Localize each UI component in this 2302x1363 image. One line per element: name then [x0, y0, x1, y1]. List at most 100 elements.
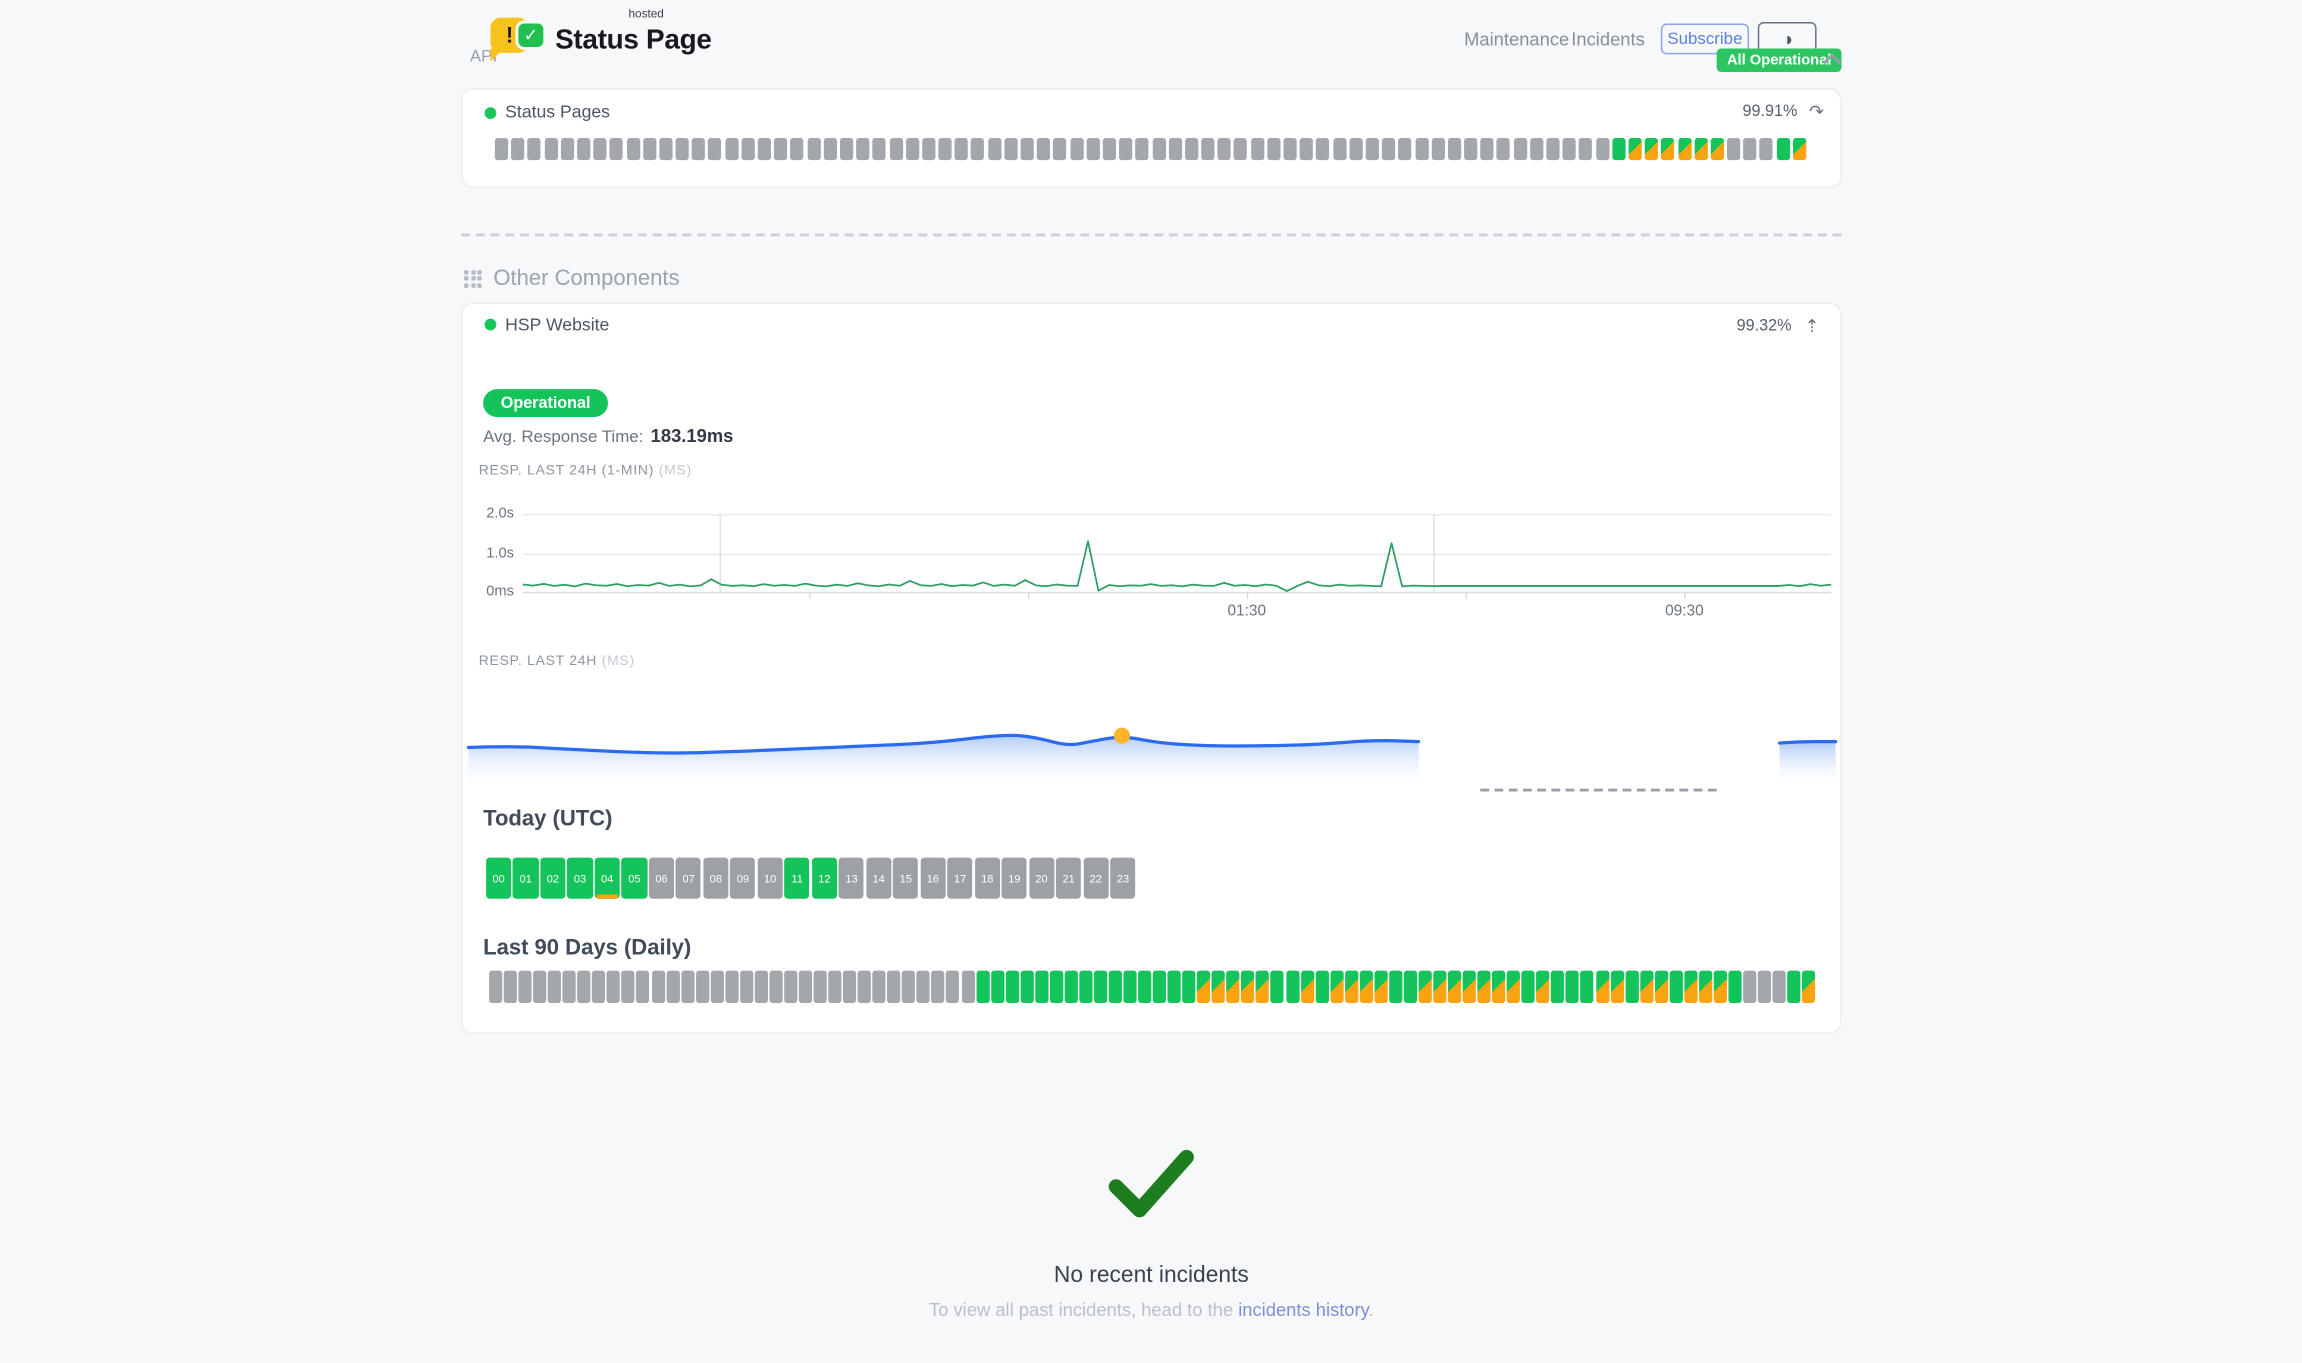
- uptime-bar: [1332, 138, 1346, 161]
- day-block: [577, 970, 591, 1003]
- day-block: [961, 970, 975, 1003]
- api-section-title: API: [469, 48, 498, 67]
- uptime-bar: [527, 138, 541, 161]
- uptime-bar: [692, 138, 706, 161]
- uptime-bar: [560, 138, 574, 161]
- day-block: [1138, 970, 1152, 1003]
- incidents-history-link[interactable]: incidents history: [1238, 1299, 1369, 1321]
- hour-label: 13: [845, 871, 858, 885]
- uptime-bar: [954, 138, 969, 161]
- day-block: [1566, 970, 1580, 1003]
- day-block: [1108, 970, 1122, 1003]
- grid-icon: [464, 269, 482, 288]
- hour-block: 19: [1001, 857, 1027, 899]
- day-block: [1005, 970, 1019, 1003]
- y-axis-label: 0ms: [486, 583, 514, 600]
- day-block: [503, 970, 517, 1003]
- day-block: [548, 970, 562, 1003]
- hour-block: 15: [893, 857, 919, 899]
- day-block: [562, 970, 576, 1003]
- status-badge[interactable]: All Operational: [1716, 48, 1842, 72]
- status-dot: [484, 318, 497, 331]
- hour-block: 22: [1083, 857, 1109, 899]
- hour-block: 06: [648, 857, 675, 899]
- y-axis-label: 1.0s: [486, 544, 514, 561]
- last90-title: Last 90 Days (Daily): [483, 935, 692, 961]
- day-block: [1049, 970, 1063, 1003]
- uptime-bar: [1431, 138, 1445, 161]
- expand-icon[interactable]: ⇡: [1804, 315, 1820, 337]
- day-block: [857, 970, 872, 1003]
- uptime-bar: [642, 138, 656, 161]
- refresh-icon[interactable]: ↷: [1809, 101, 1824, 122]
- uptime-bar: [708, 138, 722, 161]
- uptime-bar: [1628, 138, 1642, 161]
- day-block: [1020, 970, 1034, 1003]
- hour-block: 12: [811, 857, 837, 899]
- day-block: [1507, 970, 1521, 1003]
- avg-response-label: Avg. Response Time:: [483, 428, 644, 447]
- hour-block: 13: [838, 857, 865, 899]
- uptime-bar: [823, 138, 837, 161]
- chart1-unit: (MS): [658, 462, 692, 479]
- nav-maintenance[interactable]: Maintenance: [1464, 29, 1570, 50]
- uptime-bar: [1776, 138, 1790, 161]
- hour-label: 08: [709, 871, 722, 885]
- hour-label: 16: [926, 871, 940, 885]
- uptime-bar: [593, 138, 607, 161]
- day-block: [1300, 970, 1314, 1003]
- day-block: [1226, 970, 1240, 1003]
- nav-incidents[interactable]: Incidents: [1571, 29, 1645, 50]
- day-block: [1388, 970, 1403, 1003]
- day-block: [1448, 970, 1462, 1003]
- day-block: [1536, 970, 1550, 1003]
- uptime-bar: [905, 138, 919, 161]
- uptime-bar: [1710, 138, 1724, 161]
- day-block: [1359, 970, 1373, 1003]
- last90-day-blocks: [489, 970, 1816, 1003]
- marker-dot: [1113, 727, 1131, 744]
- uptime-bar: [1053, 138, 1067, 161]
- hour-block: 14: [866, 857, 892, 899]
- uptime-bar: [1727, 138, 1741, 161]
- day-block: [592, 970, 606, 1003]
- uptime-bar: [938, 138, 952, 161]
- uptime-bar: [1086, 138, 1100, 161]
- section-divider: [461, 233, 1842, 237]
- uptime-bar: [1201, 138, 1215, 161]
- uptime-bar: [790, 138, 804, 161]
- uptime-bar: [577, 138, 591, 161]
- day-block: [666, 970, 680, 1003]
- subscribe-button[interactable]: Subscribe: [1660, 23, 1749, 55]
- uptime-bar: [511, 138, 525, 161]
- day-block: [651, 970, 665, 1003]
- uptime-bar: [1020, 138, 1034, 161]
- hour-label: 02: [546, 871, 560, 885]
- hour-block: 07: [676, 857, 702, 899]
- day-block: [769, 970, 783, 1003]
- day-block: [887, 970, 901, 1003]
- day-block: [1757, 970, 1772, 1003]
- day-block: [636, 970, 650, 1003]
- day-block: [1197, 970, 1211, 1003]
- hour-label: 05: [628, 871, 641, 885]
- day-block: [1743, 970, 1757, 1003]
- day-block: [1034, 970, 1049, 1003]
- hour-label: 04: [601, 871, 614, 885]
- day-block: [1211, 970, 1226, 1003]
- day-block: [1152, 970, 1167, 1003]
- hsp-website-card: HSP Website 99.32% ⇡ Operational Avg. Re…: [461, 302, 1842, 1034]
- component-name: HSP Website: [505, 314, 610, 335]
- day-block: [1374, 970, 1388, 1003]
- day-block: [739, 970, 754, 1003]
- uptime-bar: [774, 138, 788, 161]
- uptime-bar: [1398, 138, 1412, 161]
- logo-check-icon: ✓: [515, 20, 547, 50]
- hour-block: 16: [920, 857, 946, 899]
- api-component-card: Status Pages 99.91% ↷: [461, 88, 1842, 188]
- day-block: [1256, 970, 1270, 1003]
- day-block: [1315, 970, 1329, 1003]
- uptime-bar: [1069, 138, 1084, 161]
- y-axis-label: 2.0s: [486, 505, 514, 523]
